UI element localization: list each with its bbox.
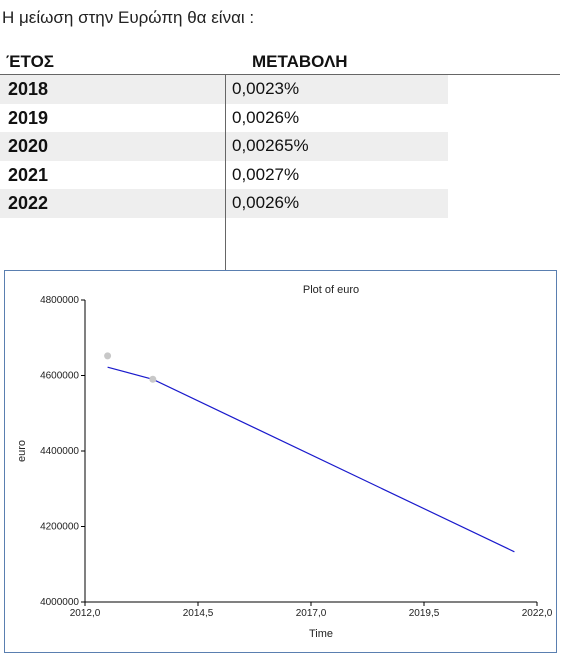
y-tick-label: 4400000 [40, 446, 79, 457]
row-year: 2018 [8, 79, 49, 99]
row-year: 2021 [8, 164, 49, 185]
data-point [104, 352, 112, 360]
x-tick-label: 2012,0 [70, 608, 101, 619]
table-row: 2021 0,0027% [0, 161, 448, 190]
column-divider [225, 74, 226, 270]
table-row: 2020 0,00265% [0, 132, 448, 161]
y-tick-label: 4200000 [40, 522, 79, 533]
row-change: 0,0023% [232, 79, 300, 98]
x-tick-label: 2019,5 [409, 608, 440, 619]
x-tick-label: 2017,0 [296, 608, 327, 619]
row-year: 2020 [8, 136, 49, 157]
intro-text: Η μείωση στην Ευρώπη θα είναι : [2, 8, 255, 27]
y-tick-label: 4600000 [40, 371, 79, 382]
x-tick-label: 2014,5 [183, 608, 214, 619]
x-tick-label: 2022,0 [522, 608, 553, 619]
y-axis-label: euro [16, 440, 28, 462]
header-change: ΜΕΤΑΒΟΛΗ [252, 52, 348, 71]
table-row: 2022 0,0026% [0, 189, 448, 218]
y-tick-label: 4000000 [40, 597, 79, 608]
euro-plot: 4000000 4200000 4400000 4600000 4800000 2012,… [16, 284, 553, 640]
header-year: ΈΤΟΣ [6, 52, 55, 71]
plot-frame: 4000000 4200000 4400000 4600000 4800000 2012,… [4, 270, 557, 653]
series-line [107, 366, 515, 553]
row-year: 2022 [8, 193, 49, 214]
row-change: 0,00265% [232, 136, 309, 156]
y-tick-label: 4800000 [40, 295, 79, 306]
row-change: 0,0027% [232, 164, 300, 184]
row-change: 0,0026% [232, 107, 300, 127]
table-row: 2018 0,0023% [0, 75, 448, 104]
row-change: 0,0026% [232, 193, 300, 213]
x-axis-label: Time [309, 628, 333, 640]
table-header: ΈΤΟΣ ΜΕΤΑΒΟΛΗ [0, 52, 560, 75]
change-table: ΈΤΟΣ ΜΕΤΑΒΟΛΗ 2018 0,0023% 2019 0,0026% … [0, 52, 560, 218]
data-point [149, 375, 157, 383]
row-year: 2019 [8, 107, 49, 128]
table-row: 2019 0,0026% [0, 104, 448, 133]
chart-title: Plot of euro [303, 284, 359, 296]
